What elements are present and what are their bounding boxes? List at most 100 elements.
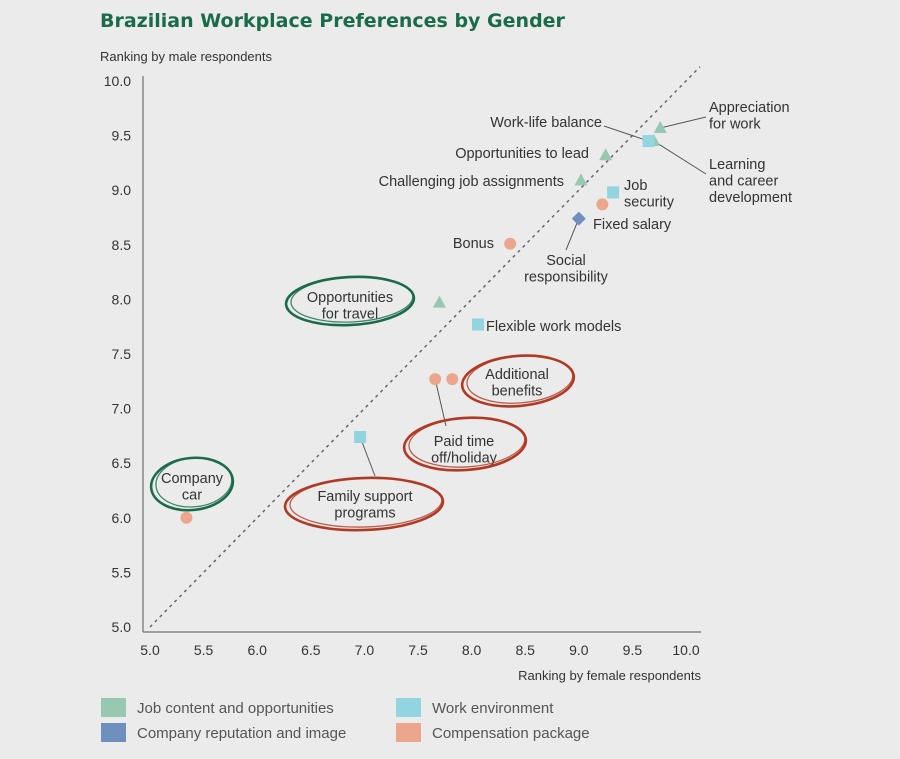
- y-tick-label: 9.0: [112, 182, 132, 198]
- label-fixedsalary: Fixed salary: [593, 217, 672, 233]
- label-line: Learning: [709, 157, 765, 173]
- legend-swatch: [101, 723, 126, 742]
- legend-label: Company reputation and image: [137, 725, 346, 742]
- leader-line: [359, 436, 376, 477]
- label-line: Company: [161, 471, 224, 487]
- legend-swatch: [396, 698, 421, 717]
- highlight-ring-inner: [466, 354, 574, 404]
- point-companycar: [180, 511, 193, 524]
- highlight-ring-inner: [290, 276, 414, 323]
- data-points: [180, 120, 667, 524]
- x-tick-label: 8.0: [462, 642, 482, 658]
- label-social: Social responsibility: [524, 253, 609, 286]
- axis-ticks: 5.0 5.5 6.0 6.5 7.0 7.5 8.0 8.5 9.0 9.5 10.0 5.0 5.5…: [104, 73, 700, 658]
- point-social: [571, 211, 586, 226]
- point-worklife: [642, 135, 655, 148]
- legend-swatch: [101, 698, 126, 717]
- chart-title: Brazilian Workplace Preferences by Gende…: [100, 10, 566, 32]
- point-challenging: [574, 173, 588, 186]
- leader-line: [603, 125, 649, 142]
- leader-line: [565, 218, 580, 251]
- y-axis-title: Ranking by male respondents: [100, 49, 272, 64]
- y-tick-label: 5.0: [112, 619, 132, 635]
- point-jobsecurity: [607, 186, 620, 199]
- point-additional: [446, 373, 459, 386]
- highlight-ring-inner: [289, 477, 443, 528]
- highlight-familysupport: [283, 476, 445, 532]
- legend-label: Compensation package: [432, 725, 590, 742]
- highlight-additional: [460, 354, 576, 408]
- highlight-ring-inner: [408, 416, 526, 468]
- legend-label: Job content and opportunities: [137, 700, 334, 717]
- label-line: programs: [334, 506, 395, 522]
- label-challenging: Challenging job assignments: [379, 174, 564, 190]
- label-line: Flexible work models: [486, 319, 621, 335]
- label-travel: Opportunities for travel: [307, 290, 393, 323]
- label-flexible: Flexible work models: [486, 319, 621, 335]
- y-tick-label: 9.5: [112, 128, 132, 144]
- point-paidtime: [429, 373, 442, 386]
- label-line: for work: [709, 117, 761, 133]
- label-line: Opportunities: [307, 290, 393, 306]
- label-line: and career: [709, 174, 778, 190]
- legend-swatch: [396, 723, 421, 742]
- y-tick-label: 8.5: [112, 237, 132, 253]
- label-line: Bonus: [453, 236, 494, 252]
- label-line: security: [624, 195, 675, 211]
- label-line: off/holiday: [431, 451, 498, 467]
- label-companycar: Company car: [161, 471, 224, 504]
- label-worklife: Work-life balance: [490, 115, 602, 131]
- y-tick-label: 8.0: [112, 291, 132, 307]
- label-line: Additional: [485, 367, 549, 383]
- label-line: responsibility: [524, 270, 609, 286]
- x-axis-title: Ranking by female respondents: [518, 668, 701, 683]
- point-flexible: [472, 318, 485, 331]
- leader-line: [434, 379, 447, 427]
- y-tick-label: 5.5: [112, 564, 132, 580]
- point-appreciation: [653, 120, 667, 133]
- label-bonus: Bonus: [453, 236, 494, 252]
- highlight-companycar: [149, 456, 235, 512]
- point-bonus: [504, 237, 517, 250]
- label-line: Job: [624, 178, 647, 194]
- leader-line: [653, 140, 707, 175]
- y-tick-label: 7.5: [112, 346, 132, 362]
- label-line: for travel: [322, 307, 378, 323]
- highlight-ring-inner: [155, 456, 233, 508]
- x-tick-label: 9.0: [569, 642, 589, 658]
- label-line: car: [182, 488, 202, 504]
- legend-label: Work environment: [432, 700, 554, 717]
- label-paidtime: Paid time off/holiday: [431, 434, 498, 467]
- point-travel: [432, 295, 446, 308]
- highlight-travel: [284, 275, 416, 327]
- point-fixedsalary: [596, 198, 609, 211]
- label-line: Work-life balance: [490, 115, 602, 131]
- label-line: Opportunities to lead: [455, 146, 589, 162]
- label-line: benefits: [492, 384, 543, 400]
- x-tick-label: 8.5: [515, 642, 535, 658]
- y-tick-label: 10.0: [104, 73, 131, 89]
- x-tick-label: 7.0: [355, 642, 375, 658]
- label-opplead: Opportunities to lead: [455, 146, 589, 162]
- y-tick-label: 6.0: [112, 510, 132, 526]
- label-line: Paid time: [434, 434, 494, 450]
- x-tick-label: 6.0: [247, 642, 267, 658]
- label-line: Challenging job assignments: [379, 174, 564, 190]
- parity-line: [149, 66, 701, 628]
- x-tick-label: 9.5: [623, 642, 643, 658]
- x-tick-label: 7.5: [408, 642, 428, 658]
- x-tick-label: 6.5: [301, 642, 321, 658]
- label-additional: Additional benefits: [485, 367, 549, 400]
- leader-line: [660, 116, 707, 129]
- point-familysupport: [354, 430, 367, 443]
- label-familysupport: Family support programs: [317, 489, 412, 522]
- y-tick-label: 6.5: [112, 455, 132, 471]
- label-line: development: [709, 190, 792, 206]
- label-jobsecurity: Job security: [624, 178, 675, 211]
- label-line: Social: [546, 253, 586, 269]
- x-tick-label: 5.0: [140, 642, 160, 658]
- point-opplead: [599, 148, 613, 161]
- label-line: Appreciation: [709, 100, 790, 116]
- x-tick-label: 10.0: [672, 642, 699, 658]
